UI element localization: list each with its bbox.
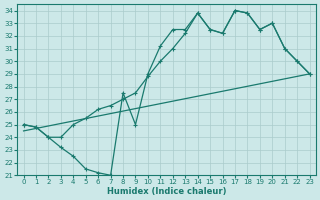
X-axis label: Humidex (Indice chaleur): Humidex (Indice chaleur) <box>107 187 226 196</box>
